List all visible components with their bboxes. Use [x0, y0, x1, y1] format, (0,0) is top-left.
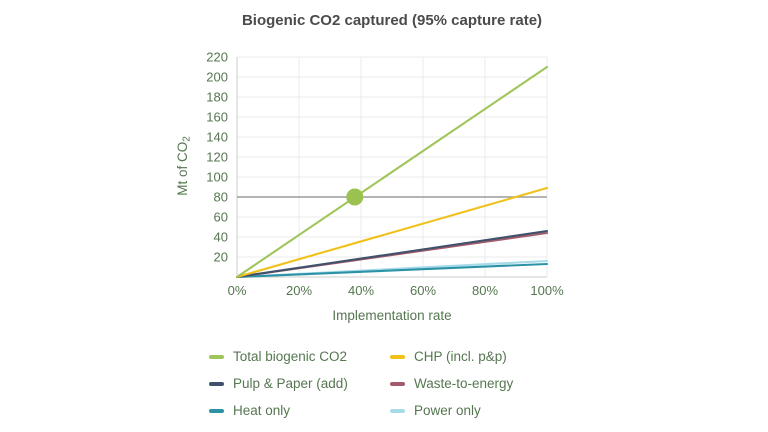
legend-label: Pulp & Paper (add) [233, 375, 348, 391]
x-tick-label: 0% [228, 283, 247, 298]
legend-label: Power only [414, 402, 481, 418]
legend-label: Waste-to-energy [414, 375, 514, 391]
legend-swatch [390, 409, 405, 414]
x-tick-label: 60% [410, 283, 436, 298]
x-axis-title: Implementation rate [332, 308, 451, 323]
legend-swatch [209, 355, 224, 360]
legend-item-total-biogenic-co2: Total biogenic CO2 [209, 349, 390, 365]
x-tick-label: 100% [530, 283, 564, 298]
series-line-total-biogenic-co2 [235, 65, 549, 279]
legend-swatch [390, 382, 405, 387]
legend-label: CHP (incl. p&p) [414, 349, 507, 364]
y-tick-label: 160 [206, 110, 228, 125]
y-tick-label: 40 [214, 230, 228, 245]
legend-item-power-only: Power only [390, 402, 513, 419]
x-tick-label: 80% [472, 283, 498, 298]
legend-item-chp-incl-p-p: CHP (incl. p&p) [390, 349, 513, 365]
y-tick-label: 100 [206, 170, 228, 185]
y-tick-label: 80 [214, 190, 228, 205]
legend-swatch [209, 382, 224, 387]
y-tick-label: 200 [206, 70, 228, 85]
y-axis-title: Mt of CO2 [175, 136, 193, 196]
series-line-pulp-paper-add [235, 229, 549, 279]
plot-area: 20 40 60 80 100 120 140 160 180 200 220 0% 20% 40% 60%… [175, 50, 564, 324]
y-tick-label: 220 [206, 50, 228, 65]
y-tick-label: 140 [206, 130, 228, 145]
legend-swatch [209, 409, 224, 414]
legend-item-heat-only: Heat only [209, 402, 390, 419]
legend-item-waste-to-energy: Waste-to-energy [390, 375, 514, 392]
x-tick-label: 20% [286, 283, 312, 298]
y-tick-label: 180 [206, 90, 228, 105]
y-tick-label: 120 [206, 150, 228, 165]
legend-swatch [390, 355, 405, 360]
y-tick-label: 60 [214, 210, 228, 225]
chart-legend: Total biogenic CO2 CHP (incl. p&p) Pulp & … [209, 349, 514, 419]
series-line-heat-only [235, 262, 549, 279]
y-tick-label: 20 [214, 250, 228, 265]
series-line-chp-incl-p-p [235, 186, 549, 279]
x-tick-label: 40% [348, 283, 374, 298]
chart-title: Biogenic CO2 captured (95% capture rate) [241, 12, 543, 29]
data-point-marker [346, 188, 364, 206]
legend-label: Total biogenic CO2 [233, 349, 348, 364]
legend-label: Heat only [233, 402, 291, 418]
legend-item-pulp-paper-add: Pulp & Paper (add) [209, 375, 390, 392]
